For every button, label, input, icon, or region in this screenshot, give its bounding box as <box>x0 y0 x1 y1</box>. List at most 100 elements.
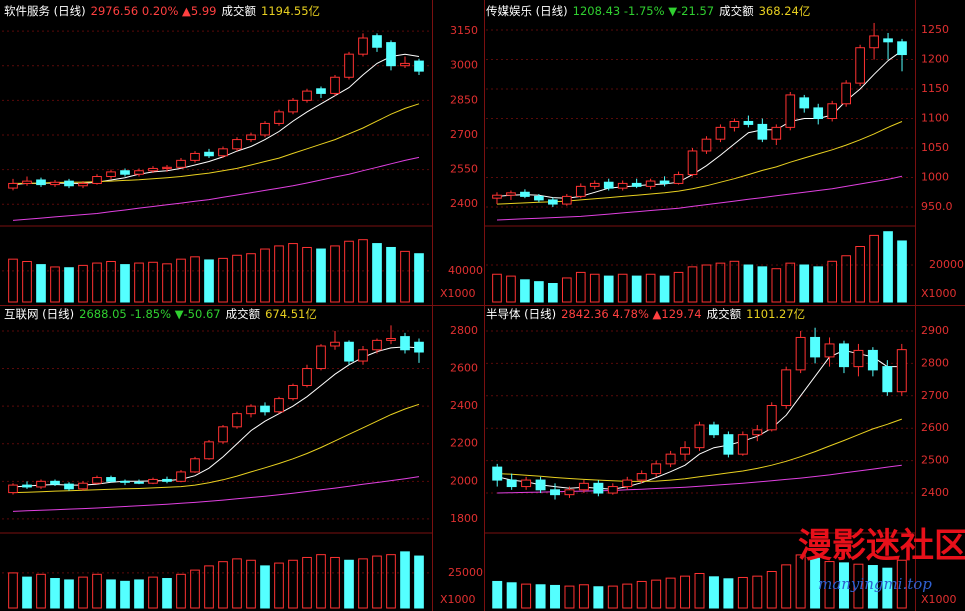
header-amount-label: 成交额 <box>707 307 742 321</box>
volume-bar <box>218 561 228 609</box>
y-tick-label: 1200 <box>921 53 949 66</box>
panel-header: 半导体 (日线) 2842.36 4.78% ▲129.74 成交额 1101.27亿 <box>486 307 805 321</box>
candle-body <box>22 180 32 184</box>
volume-bar <box>799 264 810 303</box>
volume-bar <box>841 255 851 303</box>
volume-bar <box>120 580 130 609</box>
volume-bar <box>694 572 705 609</box>
candle-body <box>316 345 326 370</box>
y-tick-label: 1150 <box>921 82 949 95</box>
candle-body <box>134 481 144 484</box>
candle-body <box>260 405 270 413</box>
volume-bar <box>506 275 516 303</box>
candle-body <box>659 180 670 184</box>
volume-bar <box>896 559 907 609</box>
candle-body <box>550 489 560 496</box>
volume-bar <box>824 561 835 609</box>
candle-body <box>589 182 600 187</box>
volume-bar <box>8 572 18 609</box>
candle-body <box>50 480 60 485</box>
volume-bar <box>176 258 186 303</box>
y-tick-label: 2600 <box>450 362 478 375</box>
candle-body <box>148 167 158 172</box>
candle-body <box>274 398 284 413</box>
candle-body <box>651 463 662 475</box>
candle-body <box>506 479 517 488</box>
volume-bar <box>190 256 200 303</box>
volume-bar <box>701 264 712 303</box>
candle-body <box>813 107 824 120</box>
y-tick-label: 2500 <box>921 454 949 467</box>
candle-body <box>752 429 763 436</box>
candle-body <box>810 336 821 358</box>
candle-body <box>358 37 368 55</box>
candle-body <box>218 426 228 443</box>
candle-body <box>288 384 298 400</box>
volume-bar <box>883 231 893 303</box>
candle-body <box>386 337 396 341</box>
volume-bar <box>386 554 396 609</box>
candle-body <box>631 182 642 187</box>
volume-bar <box>617 273 628 303</box>
candle-body <box>534 195 544 201</box>
y-tick-label: 3000 <box>450 59 478 72</box>
candle-body <box>896 349 907 393</box>
volume-bar <box>810 557 821 609</box>
volume-bar <box>92 573 102 609</box>
volume-bar <box>839 562 849 609</box>
header-quote: 1208.43 -1.75% ▼-21.57 <box>573 4 714 18</box>
volume-bar <box>330 556 340 609</box>
candle-body <box>372 339 382 351</box>
volume-bar <box>134 262 144 303</box>
volume-bar <box>752 575 763 609</box>
y-tick-label: 2400 <box>450 399 478 412</box>
panel-header: 软件服务 (日线) 2976.56 0.20% ▲5.99 成交额 1194.55亿 <box>4 4 320 18</box>
candle-body <box>218 148 228 157</box>
volume-bar <box>561 277 572 303</box>
y-tick-label: 950.0 <box>921 200 953 213</box>
header-amount: 674.51亿 <box>265 307 317 321</box>
volume-bar <box>665 577 676 609</box>
volume-bar <box>651 579 662 609</box>
volume-bar <box>372 243 382 303</box>
candle-body <box>78 482 88 490</box>
candle-body <box>687 150 698 176</box>
volume-bar <box>757 266 768 303</box>
volume-bar <box>260 248 270 303</box>
volume-bar <box>176 573 186 609</box>
header-amount-label: 成交额 <box>226 307 261 321</box>
volume-bar <box>729 260 740 303</box>
y-tick-label: 1800 <box>450 512 478 525</box>
header-amount-label: 成交额 <box>719 4 754 18</box>
candle-body <box>575 185 586 197</box>
volume-bar <box>534 281 544 303</box>
candle-body <box>737 434 748 455</box>
header-title: 半导体 (日线) <box>486 307 556 321</box>
y-tick-label: 2200 <box>450 437 478 450</box>
candle-body <box>867 349 878 371</box>
header-amount: 368.24亿 <box>759 4 811 18</box>
volume-bar <box>274 245 284 303</box>
candle-body <box>708 424 719 436</box>
volume-bar <box>521 583 532 609</box>
candle-body <box>120 480 130 483</box>
y-tick-label: 3150 <box>450 24 478 37</box>
volume-bar <box>106 579 116 609</box>
candle-body <box>36 179 46 186</box>
volume-bar <box>781 564 792 609</box>
volume-bar <box>535 584 546 609</box>
volume-bar <box>232 254 242 303</box>
volume-bar <box>64 267 74 303</box>
candle-body <box>414 341 424 353</box>
candle-body <box>715 126 726 140</box>
volume-tick-label: 25000 <box>448 566 483 579</box>
volume-bar <box>771 268 782 303</box>
candle-body <box>330 341 340 347</box>
volume-bar <box>50 266 60 303</box>
volume-bar <box>316 248 326 303</box>
volume-unit: X1000 <box>440 593 476 606</box>
candle-body <box>561 195 572 205</box>
volume-bar <box>106 260 116 303</box>
volume-bar <box>148 576 158 609</box>
volume-unit: X1000 <box>921 287 957 300</box>
